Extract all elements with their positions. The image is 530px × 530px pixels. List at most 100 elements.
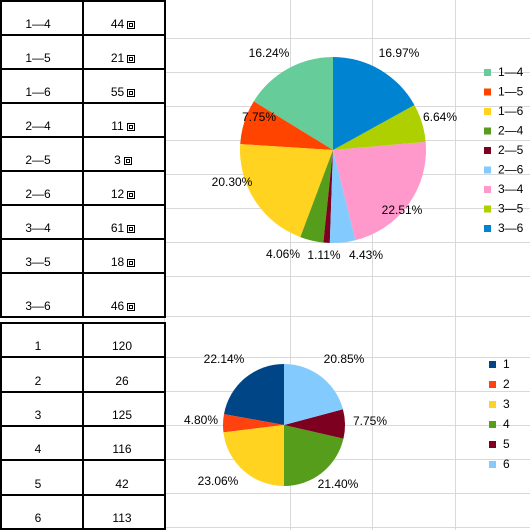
- pie-slice: [333, 141, 426, 241]
- count-value: 3: [114, 153, 121, 167]
- count-value: 44: [110, 17, 125, 31]
- table-cell[interactable]: 4: [0, 424, 84, 462]
- table-cell[interactable]: 3: [82, 136, 166, 172]
- missing-glyph-icon: [127, 303, 136, 311]
- row-value: 42: [115, 476, 129, 491]
- pie-percent-label: 4.43%: [349, 248, 383, 262]
- pie-slice: [333, 105, 426, 150]
- value-table: 1 120 2 26 3 125 4 116 5 42 6 113: [0, 321, 166, 530]
- pie-percent-label: 7.75%: [353, 414, 387, 428]
- table-row: 1—6 55: [0, 68, 166, 104]
- table-cell[interactable]: 1—4: [0, 0, 84, 36]
- row-label: 2: [34, 373, 42, 388]
- pie-slice: [284, 363, 343, 425]
- pie-slice: [253, 57, 333, 150]
- missing-glyph-icon: [127, 259, 136, 267]
- table-cell[interactable]: 61: [82, 204, 166, 240]
- legend-swatch: [484, 186, 491, 193]
- count-value: 46: [110, 299, 125, 313]
- table-cell[interactable]: 12: [82, 170, 166, 206]
- table-row: 1 120: [0, 321, 166, 359]
- table-cell[interactable]: 2—4: [0, 102, 84, 138]
- table-cell[interactable]: 1—6: [0, 68, 84, 104]
- legend-label: 2—5: [498, 143, 524, 157]
- table-cell[interactable]: 2: [0, 356, 84, 393]
- table-row: 2 26: [0, 356, 166, 393]
- table-cell[interactable]: 2—6: [0, 170, 84, 206]
- grid-column-line: [290, 0, 291, 530]
- pie-slice: [223, 425, 284, 487]
- legend-label: 1: [503, 357, 510, 371]
- table-cell[interactable]: 6: [0, 493, 84, 530]
- table-cell[interactable]: 42: [82, 459, 166, 496]
- table-cell[interactable]: 3—4: [0, 204, 84, 240]
- pie-percent-label: 1.11%: [307, 248, 340, 262]
- table-cell[interactable]: 116: [82, 424, 166, 462]
- pair-label: 1—4: [25, 17, 51, 31]
- pie-percent-label: 23.06%: [198, 474, 239, 488]
- legend-swatch: [489, 441, 496, 448]
- grid-row-line: [164, 316, 530, 317]
- missing-glyph-icon: [123, 157, 132, 165]
- table-row: 2—4 11: [0, 102, 166, 138]
- pie-slice: [222, 414, 284, 433]
- table-cell[interactable]: 46: [82, 272, 166, 318]
- table-row: 3 125: [0, 390, 166, 427]
- table-row: 4 116: [0, 424, 166, 462]
- table-cell[interactable]: 44: [82, 0, 166, 36]
- legend-label: 2: [503, 377, 510, 391]
- legend-label: 6: [503, 457, 510, 471]
- pair-label: 3—5: [25, 255, 51, 269]
- missing-glyph-icon: [126, 123, 135, 131]
- table-row: 3—6 46: [0, 272, 166, 318]
- table-cell[interactable]: 3—5: [0, 238, 84, 274]
- pie-percent-label: 20.30%: [212, 175, 253, 189]
- table-cell[interactable]: 26: [82, 356, 166, 393]
- table-cell[interactable]: 3—6: [0, 272, 84, 318]
- table-cell[interactable]: 3: [0, 390, 84, 427]
- grid-row-line: [164, 276, 530, 277]
- legend-swatch: [484, 88, 491, 96]
- table-row: 6 113: [0, 493, 166, 530]
- table-cell[interactable]: 120: [82, 321, 166, 359]
- table-cell[interactable]: 2—5: [0, 136, 84, 172]
- table-cell[interactable]: 5: [0, 459, 84, 496]
- legend-swatch: [484, 108, 491, 115]
- table-row: 2—6 12: [0, 170, 166, 206]
- missing-glyph-icon: [127, 191, 136, 199]
- row-value: 26: [115, 373, 129, 388]
- missing-glyph-icon: [127, 21, 136, 29]
- row-label: 6: [34, 511, 42, 525]
- count-value: 21: [110, 51, 125, 65]
- table-cell[interactable]: 21: [82, 34, 166, 70]
- count-value: 18: [110, 255, 125, 269]
- pair-label: 2—6: [25, 187, 51, 201]
- missing-glyph-icon: [127, 55, 136, 63]
- pie-percent-label: 22.14%: [204, 352, 245, 366]
- grid-row-line: [164, 425, 530, 426]
- grid-column-line: [372, 0, 373, 530]
- table-row: 2—5 3: [0, 136, 166, 172]
- legend-swatch: [484, 127, 491, 135]
- table-cell[interactable]: 55: [82, 68, 166, 104]
- table-cell[interactable]: 113: [82, 493, 166, 530]
- legend-swatch: [489, 361, 496, 368]
- table-cell[interactable]: 11: [82, 102, 166, 138]
- table-cell[interactable]: 125: [82, 390, 166, 427]
- pie-percent-label: 21.40%: [318, 477, 359, 491]
- pie-slice: [284, 425, 344, 486]
- grid-row-line: [164, 493, 530, 494]
- pie-percent-label: 7.75%: [242, 110, 276, 124]
- grid-row-line: [164, 38, 530, 39]
- table-row: 3—5 18: [0, 238, 166, 274]
- table-cell[interactable]: 1—5: [0, 34, 84, 70]
- table-cell[interactable]: 18: [82, 238, 166, 274]
- legend-swatch: [484, 69, 491, 76]
- legend-label: 4: [503, 417, 510, 431]
- pie-percent-label: 4.80%: [184, 413, 218, 427]
- pair-label: 3—6: [25, 299, 51, 313]
- pie-slice: [323, 150, 333, 243]
- table-cell[interactable]: 1: [0, 321, 84, 359]
- legend-label: 3—4: [498, 182, 524, 196]
